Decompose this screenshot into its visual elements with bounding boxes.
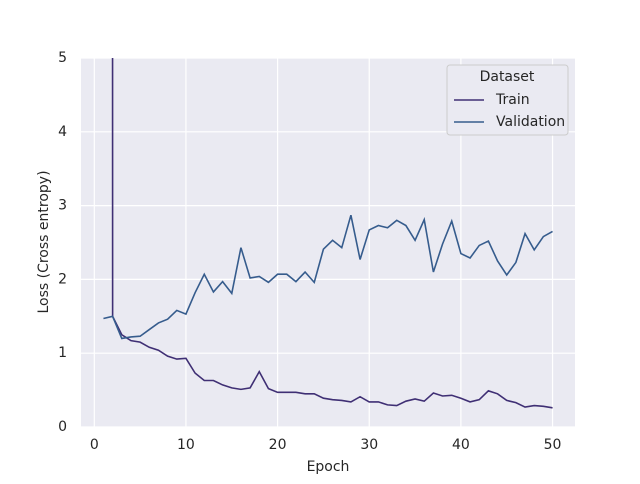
y-tick-label: 2 <box>58 271 67 287</box>
x-tick-label: 40 <box>452 437 470 453</box>
y-axis-label: Loss (Cross entropy) <box>36 170 52 313</box>
lines <box>103 58 553 409</box>
x-tick-label: 30 <box>360 437 378 453</box>
legend-label: Train <box>495 92 530 108</box>
series-line <box>103 214 553 340</box>
y-tick-label: 5 <box>58 50 67 66</box>
legend-title: Dataset <box>480 69 535 85</box>
legend-box <box>446 64 569 136</box>
series-line <box>111 58 553 409</box>
x-axis-label: Epoch <box>307 459 350 475</box>
y-tick-label: 3 <box>58 198 67 214</box>
y-tick-label: 1 <box>58 345 67 361</box>
grid <box>81 57 575 428</box>
x-tick-label: 0 <box>90 437 99 453</box>
x-tick-label: 50 <box>544 437 562 453</box>
x-tick-label: 10 <box>177 437 195 453</box>
legend-label: Validation <box>496 114 565 130</box>
y-tick-label: 0 <box>58 419 67 435</box>
x-tick-label: 20 <box>269 437 287 453</box>
y-tick-label: 4 <box>58 124 67 140</box>
legend: Dataset Train Validation <box>446 64 569 136</box>
